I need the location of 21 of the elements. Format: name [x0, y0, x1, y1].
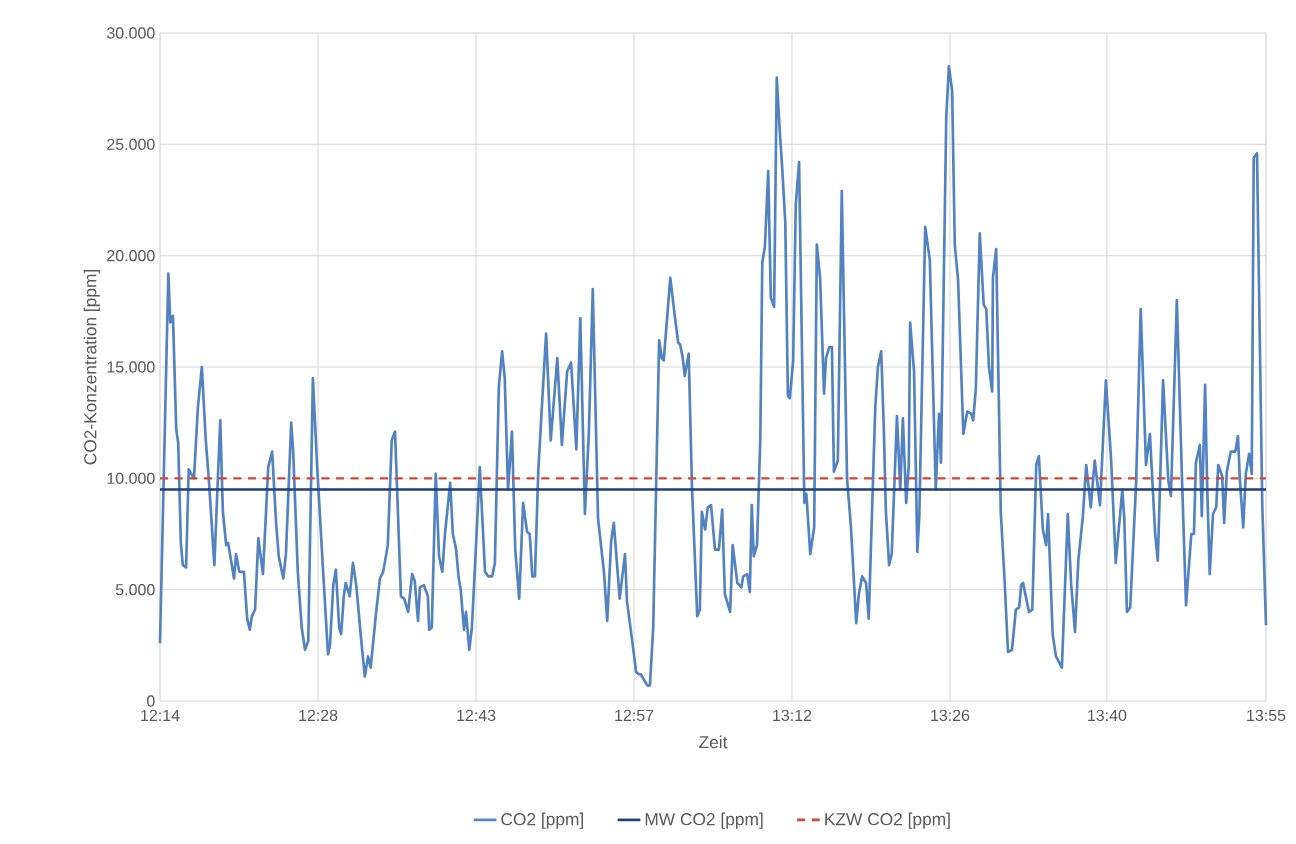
- legend-label: CO2 [ppm]: [501, 812, 583, 829]
- x-tick-label: 13:40: [1088, 709, 1127, 722]
- legend-label: MW CO2 [ppm]: [645, 812, 763, 829]
- y-tick-label: 10.000: [107, 472, 155, 484]
- x-tick-label: 12:14: [141, 709, 180, 721]
- y-tick-label: 20.000: [107, 250, 155, 262]
- x-axis-title: Zeit: [699, 735, 728, 749]
- line-series: [158, 65, 1268, 687]
- y-tick-label: 30.000: [106, 27, 155, 39]
- legend-label: KZW CO2 [ppm]: [825, 812, 950, 829]
- x-tick-label: 13:55: [1247, 709, 1286, 722]
- y-tick-label: 25.000: [107, 138, 155, 150]
- x-tick-label: 12:28: [299, 709, 338, 722]
- y-axis-title: CO2-Konzentration [ppm]: [83, 270, 100, 465]
- x-tick-label: 12:43: [457, 709, 496, 722]
- y-tick-label: 5.000: [115, 584, 155, 596]
- y-tick-label: 15.000: [107, 361, 155, 373]
- x-tick-label: 13:12: [773, 709, 812, 722]
- x-tick-label: 12:57: [615, 709, 654, 722]
- x-tick-label: 13:26: [931, 709, 970, 722]
- y-tick-label: 0: [147, 695, 155, 707]
